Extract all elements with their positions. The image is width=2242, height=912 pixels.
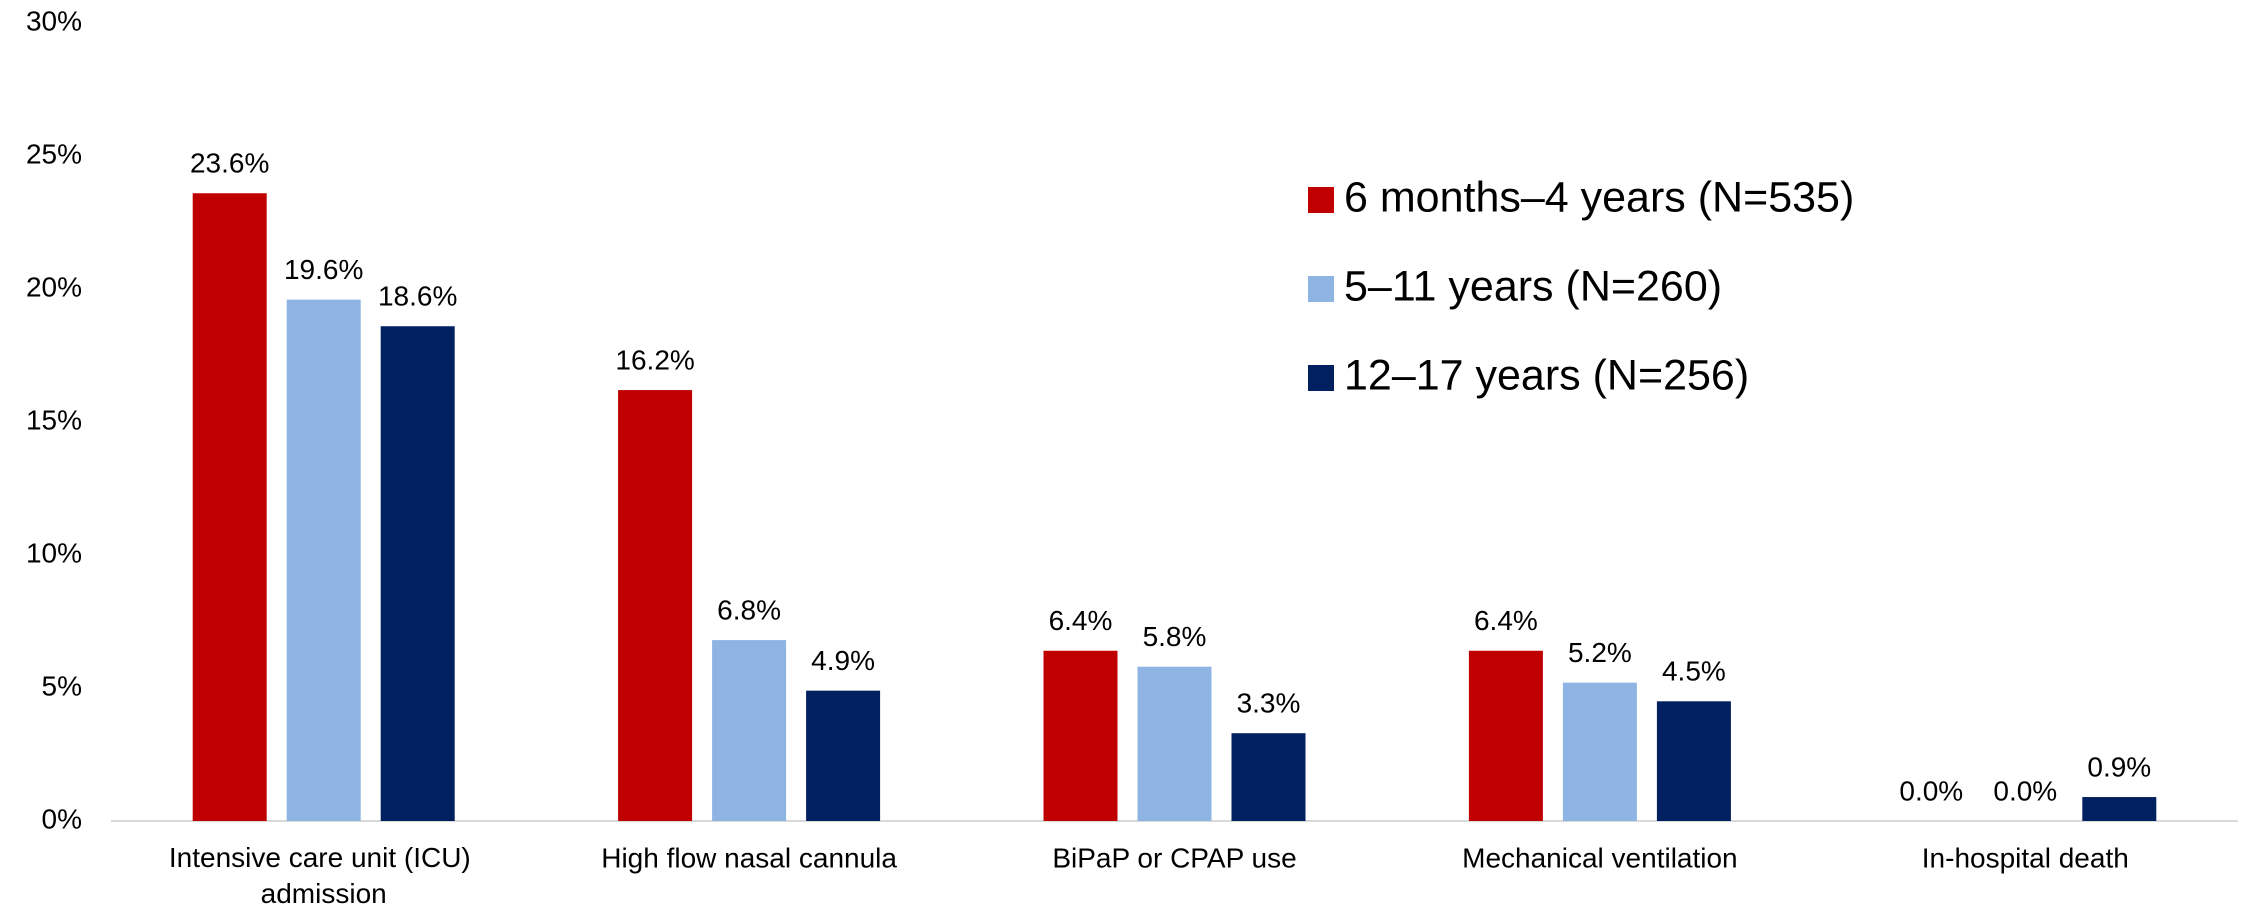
y-tick-label: 0%: [42, 803, 82, 834]
legend-text: 6 months–4 years (N=535): [1344, 173, 1854, 221]
x-tick-label: In-hospital death: [1922, 842, 2129, 873]
data-label: 6.4%: [1049, 605, 1113, 636]
x-tick-label: Intensive care unit (ICU) admission: [169, 842, 479, 909]
bar: [380, 326, 455, 821]
bar: [2082, 797, 2157, 821]
data-label: 4.5%: [1662, 656, 1726, 687]
bar: [1137, 666, 1212, 821]
bar: [1231, 733, 1306, 821]
data-label: 0.0%: [1993, 775, 2057, 806]
y-tick-label: 10%: [26, 537, 82, 568]
data-label: 0.0%: [1899, 775, 1963, 806]
data-label: 18.6%: [378, 281, 457, 312]
bar: [618, 390, 693, 821]
legend-swatch: [1308, 187, 1334, 213]
data-label: 16.2%: [615, 344, 694, 375]
legend-swatch: [1308, 276, 1334, 302]
x-tick-label: BiPaP or CPAP use: [1052, 842, 1296, 873]
data-label: 6.4%: [1474, 605, 1538, 636]
data-label: 0.9%: [2087, 751, 2151, 782]
y-tick-label: 5%: [42, 670, 82, 701]
bar: [1656, 701, 1731, 821]
bar: [712, 640, 787, 821]
bar: [192, 193, 267, 822]
y-tick-label: 20%: [26, 271, 82, 302]
x-tick-label: Mechanical ventilation: [1462, 842, 1738, 873]
y-tick-label: 30%: [26, 5, 82, 36]
bar: [1043, 650, 1118, 821]
data-label: 5.8%: [1143, 621, 1207, 652]
y-tick-label: 15%: [26, 404, 82, 435]
x-tick-label: High flow nasal cannula: [601, 842, 897, 873]
bar: [286, 299, 361, 821]
data-label: 23.6%: [190, 148, 269, 179]
data-label: 3.3%: [1237, 688, 1301, 719]
bar: [1468, 650, 1543, 821]
y-tick-label: 25%: [26, 138, 82, 169]
legend-swatch: [1308, 365, 1334, 391]
data-label: 5.2%: [1568, 637, 1632, 668]
legend-text: 5–11 years (N=260): [1344, 262, 1722, 310]
data-label: 19.6%: [284, 254, 363, 285]
bar: [806, 690, 881, 821]
bar: [1562, 682, 1637, 821]
data-label: 6.8%: [717, 595, 781, 626]
data-label: 4.9%: [811, 645, 875, 676]
legend-text: 12–17 years (N=256): [1344, 351, 1749, 399]
